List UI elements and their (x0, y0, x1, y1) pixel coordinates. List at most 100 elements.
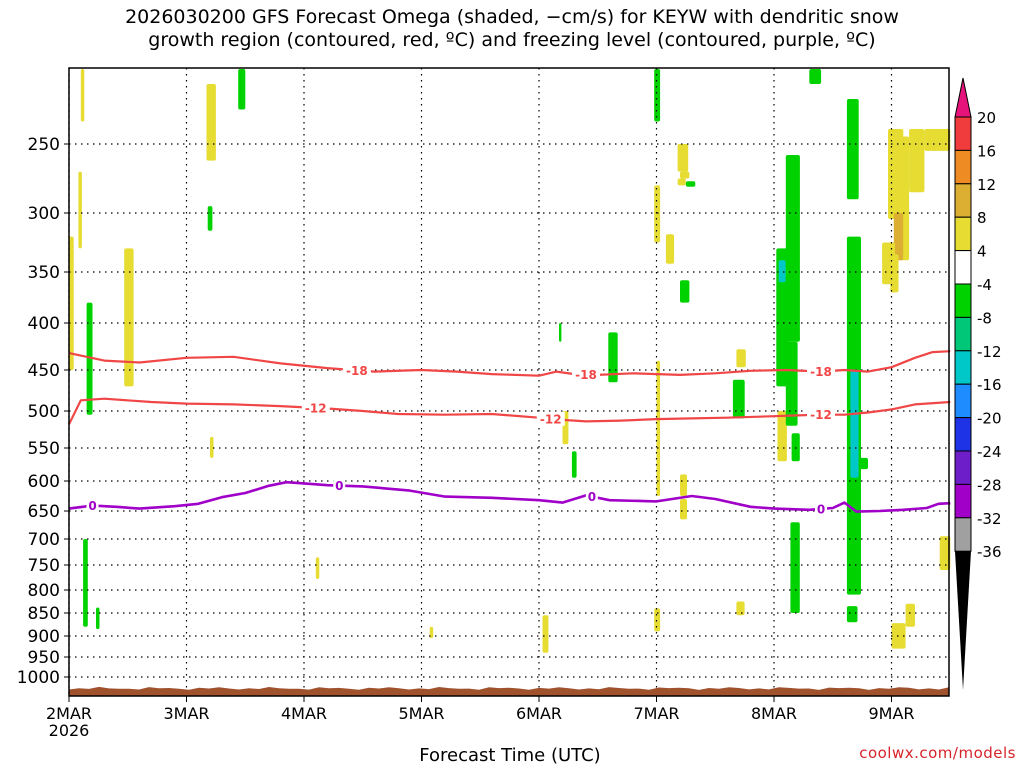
y-tick-label-300: 300 (28, 204, 60, 224)
contour-label-bg--12-1 (536, 411, 565, 426)
contour-label-0-3: 0 (817, 502, 825, 516)
y-tick-label-350: 350 (28, 263, 60, 283)
colorbar: 20 16 12 8 4 -4 -8 -12 -16 -20 -24 -28 -32 -36 (954, 77, 1002, 690)
omega-cell-41 (846, 99, 859, 200)
contour-label--12-2: -12 (810, 408, 832, 422)
omega-cell-35 (777, 411, 787, 462)
chart-title-line-1: 2026030200 GFS Forecast Omega (shaded, −… (125, 6, 899, 28)
omega-cell-15 (571, 451, 577, 478)
omega-cell-11 (315, 557, 320, 579)
omega-cell-23 (680, 171, 690, 179)
x-tick-label-2MAR: 2MAR (46, 704, 92, 723)
contour-label-bg--18-0 (342, 363, 371, 378)
colorbar-bin--20-to--16 (954, 383, 972, 419)
contour-label--18-0: -18 (346, 364, 368, 378)
colorbar-bin--4-to-4 (954, 250, 972, 285)
contour-label-bg--12-0 (301, 400, 330, 415)
omega-cell-25 (685, 181, 696, 187)
omega-cell-40 (809, 69, 822, 84)
omega-cell-34 (778, 260, 786, 283)
y-tick-label-500: 500 (28, 402, 60, 422)
colorbar-label-13: -36 (977, 543, 1002, 561)
contour-label-bg--12-2 (807, 407, 835, 422)
omega-cell-52 (890, 254, 899, 293)
contour-label-0-0: 0 (88, 499, 96, 513)
x-tick-label-7MAR: 7MAR (633, 704, 679, 723)
contour-label--12-0: -12 (305, 401, 327, 415)
colorbar-label-0: 20 (977, 109, 996, 127)
contour-0 (68, 480, 951, 513)
y-tick-label-750: 750 (28, 556, 60, 576)
y-axis: 250 300 350 400 450 500 550 600 650 700 750 800 850 9… (17, 135, 69, 688)
colorbar-bin-16-to-20 (954, 116, 972, 151)
omega-cell-1 (69, 236, 74, 370)
omega-cell-18 (654, 69, 661, 122)
colorbar-top-arrow (954, 77, 972, 118)
contour-label-bg--18-2 (807, 364, 835, 379)
credit-link[interactable]: coolwx.com/models (859, 744, 1016, 762)
colorbar-bin-8-to-12 (954, 183, 972, 218)
x-tick-label-4MAR: 4MAR (281, 704, 327, 723)
colorbar-bin--12-to--8 (954, 316, 972, 352)
x-tick-sublabel-2MAR: 2026 (49, 721, 90, 740)
colorbar-label-4: 4 (977, 243, 987, 261)
colorbar-label-9: -20 (977, 410, 1002, 428)
y-tick-label-450: 450 (28, 361, 60, 381)
colorbar-bin-4-to-8 (954, 216, 972, 252)
y-tick-label-650: 650 (28, 502, 60, 522)
y-tick-label-550: 550 (28, 439, 60, 459)
colorbar-bin--8-to--4 (954, 283, 972, 318)
x-tick-label-6MAR: 6MAR (516, 704, 562, 723)
omega-cell-50 (893, 213, 904, 261)
y-tick-label-800: 800 (28, 581, 60, 601)
omega-cell-26 (680, 280, 690, 303)
omega-cell-4 (124, 248, 134, 387)
omega-cell-29 (680, 499, 687, 520)
y-tick-label-900: 900 (28, 627, 60, 647)
colorbar-label-11: -28 (977, 476, 1002, 494)
omega-cell-27 (665, 234, 675, 264)
y-tick-label-700: 700 (28, 530, 60, 550)
y-tick-label-600: 600 (28, 472, 60, 492)
contour-label-0-2: 0 (588, 490, 596, 504)
plot-frame (68, 67, 950, 697)
surface-terrain-layer (69, 685, 949, 696)
omega-cell-28 (680, 474, 687, 496)
omega-cell-32 (736, 601, 745, 616)
omega-cell-10 (210, 436, 214, 458)
chart-title-line-2: growth region (contoured, red, ºC) and f… (148, 29, 876, 51)
omega-cell-6 (238, 69, 246, 110)
y-tick-label-1000: 1000 (17, 668, 60, 688)
omega-cell-53 (891, 623, 906, 649)
contour-label--18-1: -18 (575, 368, 597, 382)
omega-cell-37 (785, 341, 798, 426)
colorbar-label-1: 16 (977, 142, 996, 160)
omega-cell-2 (78, 171, 82, 249)
omega-cell-44 (858, 457, 868, 470)
omega-cell-21 (654, 608, 661, 632)
colorbar-label-12: -32 (977, 510, 1002, 528)
contour-label-bg-0-1 (333, 478, 346, 493)
x-tick-label-3MAR: 3MAR (163, 704, 209, 723)
colorbar-bin-12-to-16 (954, 149, 972, 185)
omega-cell-3 (86, 302, 93, 415)
omega-cell-36 (785, 155, 800, 342)
x-tick-label-5MAR: 5MAR (398, 704, 444, 723)
omega-cell-43 (850, 370, 859, 478)
omega-cell-7 (207, 206, 213, 231)
omega-shading-layer (69, 69, 951, 653)
omega-cell-38 (791, 433, 800, 462)
colorbar-bin--24-to--20 (954, 417, 972, 452)
omega-cell-20 (656, 360, 660, 496)
y-tick-label-850: 850 (28, 604, 60, 624)
contour-label-0-1: 0 (335, 479, 343, 493)
omega-cell-31 (732, 379, 745, 419)
contour-label-bg--18-1 (572, 367, 600, 382)
colorbar-label-3: 8 (977, 209, 987, 227)
omega-cell-45 (846, 606, 858, 623)
colorbar-label-10: -24 (977, 443, 1002, 461)
plot-background (69, 68, 949, 696)
x-tick-label-9MAR: 9MAR (868, 704, 914, 723)
omega-cell-19 (654, 185, 661, 243)
